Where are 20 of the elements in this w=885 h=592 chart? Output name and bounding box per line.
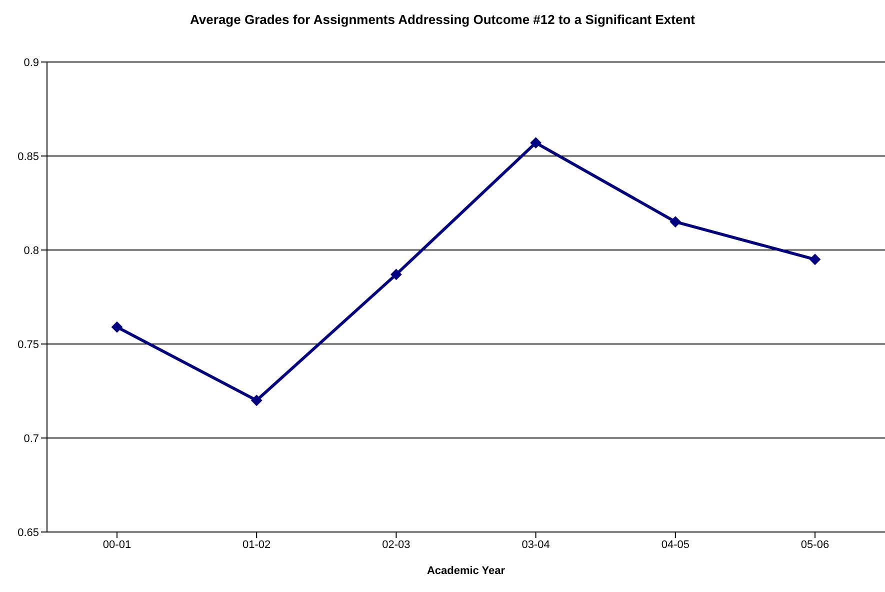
point: [390, 268, 402, 280]
y-tick-label: 0.9: [24, 56, 39, 69]
x-tick-label: 01-02: [242, 538, 271, 551]
point: [670, 216, 681, 228]
x-tick-label: 03-04: [522, 538, 550, 551]
point: [810, 254, 820, 265]
x-tick-label: 02-03: [382, 538, 410, 551]
x-tick-label: 05-06: [800, 538, 830, 551]
y-tick-label: 0.85: [18, 150, 39, 163]
point: [530, 137, 542, 148]
y-tick-label: 0.8: [24, 244, 39, 257]
y-tick-label: 0.75: [18, 338, 39, 351]
x-axis-title: Academic Year: [426, 565, 506, 577]
y-tick-label: 0.65: [18, 526, 39, 539]
x-tick-label: 04-05: [661, 538, 690, 551]
point: [251, 394, 262, 406]
y-tick-label: 0.7: [24, 432, 39, 445]
x-tick-label: 00-01: [102, 538, 132, 551]
chart-title: Average Grades for Assignments Addressing Outcome #12 to a Significant Extent: [189, 11, 696, 29]
point: [112, 322, 122, 333]
